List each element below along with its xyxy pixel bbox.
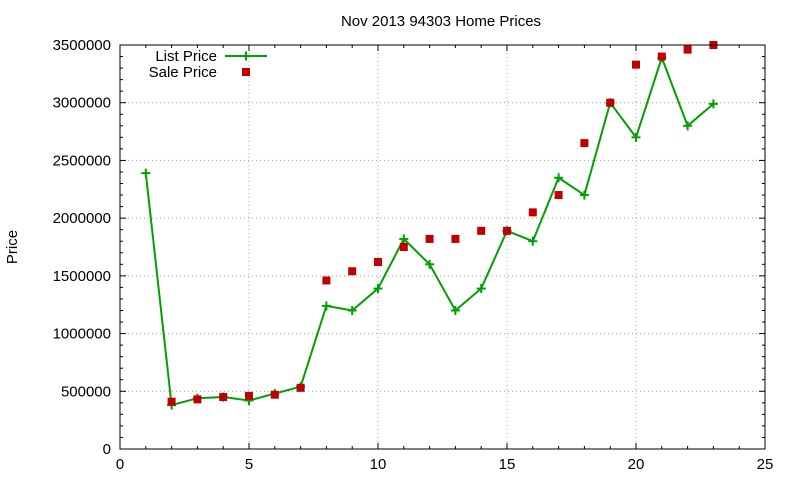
list-price-line xyxy=(144,54,715,407)
list-price-point xyxy=(141,168,151,178)
sale-price-point xyxy=(296,383,305,392)
list-price-point xyxy=(347,305,357,315)
y-tick-label: 500000 xyxy=(61,383,111,400)
sale-price-point xyxy=(348,267,357,276)
x-tick-label: 10 xyxy=(370,456,387,473)
x-tick-label: 20 xyxy=(628,456,645,473)
sale-price-point xyxy=(399,243,408,251)
sale-price-point xyxy=(477,226,486,235)
list-price-point xyxy=(399,234,409,244)
sale-price-point xyxy=(322,276,331,285)
list-price-point xyxy=(528,236,538,246)
list-price-point xyxy=(579,190,589,200)
y-tick-label: 3500000 xyxy=(53,37,111,54)
list-price-point xyxy=(708,99,718,109)
list-price-point xyxy=(683,121,693,131)
series-0 xyxy=(141,53,718,410)
sale-price-point xyxy=(580,139,589,148)
y-tick-label: 2500000 xyxy=(53,152,111,169)
x-tick-label: 5 xyxy=(245,456,253,473)
sale-price-point xyxy=(374,258,382,267)
list-price-point xyxy=(373,284,383,294)
sale-price-point xyxy=(219,393,228,402)
sale-price-point xyxy=(270,390,279,399)
list-price-point xyxy=(321,301,331,311)
y-tick-label: 3000000 xyxy=(53,95,111,112)
list-price-point xyxy=(425,259,435,269)
grid xyxy=(120,45,765,449)
sale-price-point xyxy=(503,226,511,235)
x-tick-label: 15 xyxy=(499,456,516,473)
list-price-point xyxy=(554,173,564,183)
y-tick-label: 0 xyxy=(103,441,111,458)
legend-cross-swatch xyxy=(241,51,251,61)
sale-price-point xyxy=(657,52,666,61)
sale-price-point xyxy=(554,191,563,200)
sale-price-point xyxy=(451,234,460,243)
list-price-point xyxy=(631,132,641,142)
sale-price-point xyxy=(245,391,253,400)
y-axis-label: Price xyxy=(4,230,21,264)
series-1 xyxy=(167,41,718,406)
x-tick-label: 0 xyxy=(116,456,124,473)
legend-label: Sale Price xyxy=(149,64,217,81)
plot-frame xyxy=(119,44,766,450)
list-price-point xyxy=(476,284,486,294)
legend-label: List Price xyxy=(155,48,217,65)
sale-price-point xyxy=(632,60,640,69)
chart-title: Nov 2013 94303 Home Prices xyxy=(341,13,541,30)
y-tick-label: 1000000 xyxy=(53,326,111,343)
sale-price-point xyxy=(683,45,692,54)
x-tick-label: 25 xyxy=(757,456,774,473)
sale-price-point xyxy=(606,98,615,107)
sale-price-point xyxy=(193,395,202,404)
sale-price-point xyxy=(425,234,434,243)
sale-price-point xyxy=(528,208,537,217)
legend-square-swatch xyxy=(242,68,250,76)
y-tick-label: 2000000 xyxy=(53,210,111,227)
list-price-point xyxy=(450,305,460,315)
sale-price-point xyxy=(167,397,176,406)
series-layer xyxy=(141,41,718,410)
y-tick-label: 1500000 xyxy=(53,268,111,285)
